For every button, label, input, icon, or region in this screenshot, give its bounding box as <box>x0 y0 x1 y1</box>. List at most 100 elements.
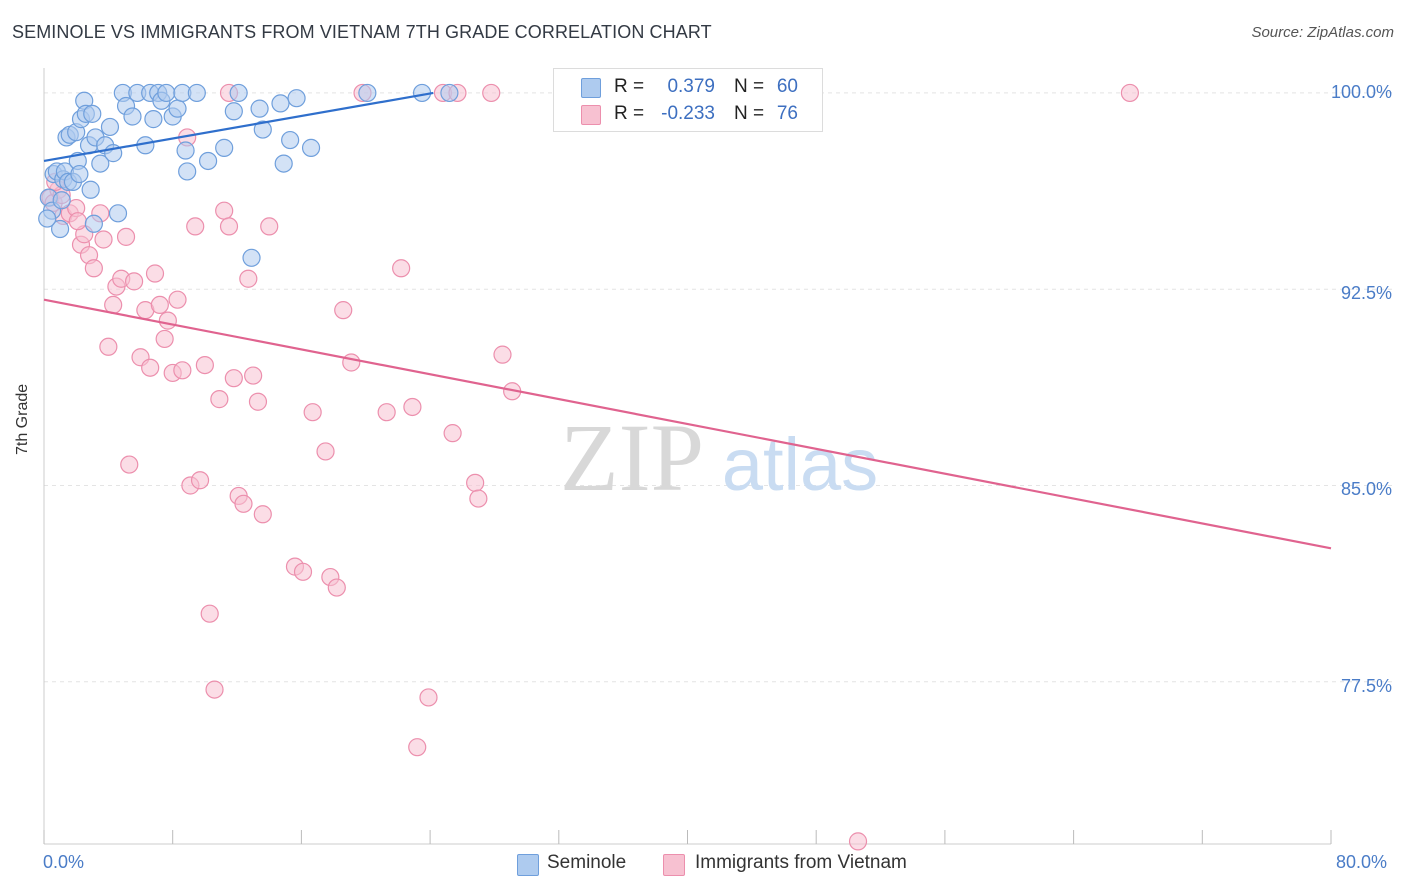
vietnam-point <box>145 264 165 283</box>
legend-n-label: N = <box>734 76 765 97</box>
x-tick-label-max: 80.0% <box>1336 852 1388 872</box>
vietnam-point <box>195 355 214 375</box>
vietnam-point <box>316 442 335 461</box>
legend-n-label: N = <box>734 103 765 124</box>
series-seminole <box>38 83 459 267</box>
seminole-point <box>83 104 102 123</box>
seminole-point <box>242 248 261 267</box>
seminole-point <box>281 130 300 150</box>
seminole-point <box>81 180 100 199</box>
gridlines <box>44 92 1396 683</box>
vietnam-point <box>239 269 258 288</box>
vietnam-point <box>190 471 210 490</box>
vietnam-point <box>94 230 113 249</box>
vietnam-point <box>210 390 229 409</box>
legend-label-seminole: Seminole <box>547 852 627 873</box>
legend-swatch-seminole <box>581 78 601 98</box>
legend-label-vietnam: Immigrants from Vietnam <box>695 852 907 873</box>
vietnam-point <box>248 392 268 411</box>
vietnam-point <box>334 301 353 320</box>
legend-row-vietnam: R = -0.233 N = 76 <box>554 100 822 128</box>
x-tick-label-min: 0.0% <box>43 852 85 872</box>
vietnam-point <box>419 688 438 707</box>
vietnam-point <box>392 259 411 278</box>
vietnam-point <box>403 397 422 417</box>
vietnam-point <box>224 369 243 388</box>
vietnam-point <box>84 259 103 278</box>
legend-n-value-seminole: 60 <box>776 76 798 97</box>
legend-row-seminole: R = 0.379 N = 60 <box>554 73 822 101</box>
seminole-point <box>176 141 195 160</box>
seminole-point <box>274 154 293 173</box>
legend-r-label: R = <box>614 103 645 124</box>
seminole-point <box>91 154 110 173</box>
vietnam-point <box>260 217 279 236</box>
vietnam-point <box>848 832 868 851</box>
vietnam-point <box>342 353 361 372</box>
seminole-point <box>50 219 70 239</box>
legend-swatch-vietnam <box>663 854 685 876</box>
vietnam-point <box>155 329 174 349</box>
vietnam-point <box>168 290 187 309</box>
vietnam-point <box>1120 83 1140 103</box>
seminole-point <box>358 83 377 103</box>
legend-n-value-vietnam: 76 <box>776 103 798 124</box>
seminole-point <box>144 110 163 129</box>
source-label: Source: ZipAtlas.com <box>1251 24 1394 41</box>
seminole-point <box>301 138 321 157</box>
seminole-point <box>271 94 290 113</box>
watermark: ZIP atlas <box>560 404 878 511</box>
vietnam-point <box>303 403 322 422</box>
y-tick-label: 85.0% <box>1340 479 1392 500</box>
legend-swatch-seminole <box>517 854 539 876</box>
seminole-point <box>100 117 120 137</box>
vietnam-point <box>219 217 239 236</box>
vietnam-point <box>327 578 346 597</box>
seminole-point <box>108 204 128 223</box>
watermark-zip: ZIP <box>560 404 704 511</box>
trend-line-vietnam <box>43 298 1332 550</box>
vietnam-point <box>186 217 205 236</box>
seminole-point <box>178 162 197 181</box>
chart-title: SEMINOLE VS IMMIGRANTS FROM VIETNAM 7TH … <box>12 22 712 42</box>
vietnam-point <box>443 424 462 443</box>
vietnam-point <box>466 473 485 492</box>
correlation-legend: R = 0.379 N = 60 R = -0.233 N = 76 <box>553 68 823 132</box>
seminole-point <box>440 83 459 103</box>
vietnam-point <box>493 345 512 364</box>
seminole-point <box>215 138 234 157</box>
vietnam-point <box>99 337 118 356</box>
trend-lines <box>43 91 1332 550</box>
vietnam-point <box>482 83 501 103</box>
legend-r-value-vietnam: -0.233 <box>661 103 715 124</box>
vietnam-point <box>377 403 396 422</box>
y-tick-label: 77.5% <box>1340 675 1392 696</box>
legend-r-value-seminole: 0.379 <box>667 76 715 97</box>
seminole-point <box>123 107 142 126</box>
seminole-point <box>70 164 89 184</box>
legend-swatch-vietnam <box>581 105 601 125</box>
seminole-point <box>287 89 306 108</box>
vietnam-point <box>253 505 272 524</box>
seminole-point <box>84 214 103 233</box>
vietnam-point <box>150 295 169 315</box>
trend-line-seminole <box>43 91 434 163</box>
vietnam-point <box>215 201 234 220</box>
vietnam-point <box>141 358 160 377</box>
y-tick-label: 92.5% <box>1340 283 1392 304</box>
vietnam-point <box>120 455 139 474</box>
vietnam-point <box>293 562 313 581</box>
vietnam-point <box>469 489 488 508</box>
seminole-point <box>168 99 187 118</box>
seminole-point <box>224 102 243 121</box>
legend-r-label: R = <box>614 76 645 97</box>
seminole-point <box>250 99 269 118</box>
vietnam-point <box>244 366 263 385</box>
seminole-point <box>253 120 272 139</box>
seminole-point <box>52 191 71 210</box>
vietnam-point <box>408 738 427 757</box>
vietnam-point <box>200 604 219 623</box>
seminole-point <box>187 83 206 103</box>
y-tick-label: 100.0% <box>1330 81 1392 102</box>
